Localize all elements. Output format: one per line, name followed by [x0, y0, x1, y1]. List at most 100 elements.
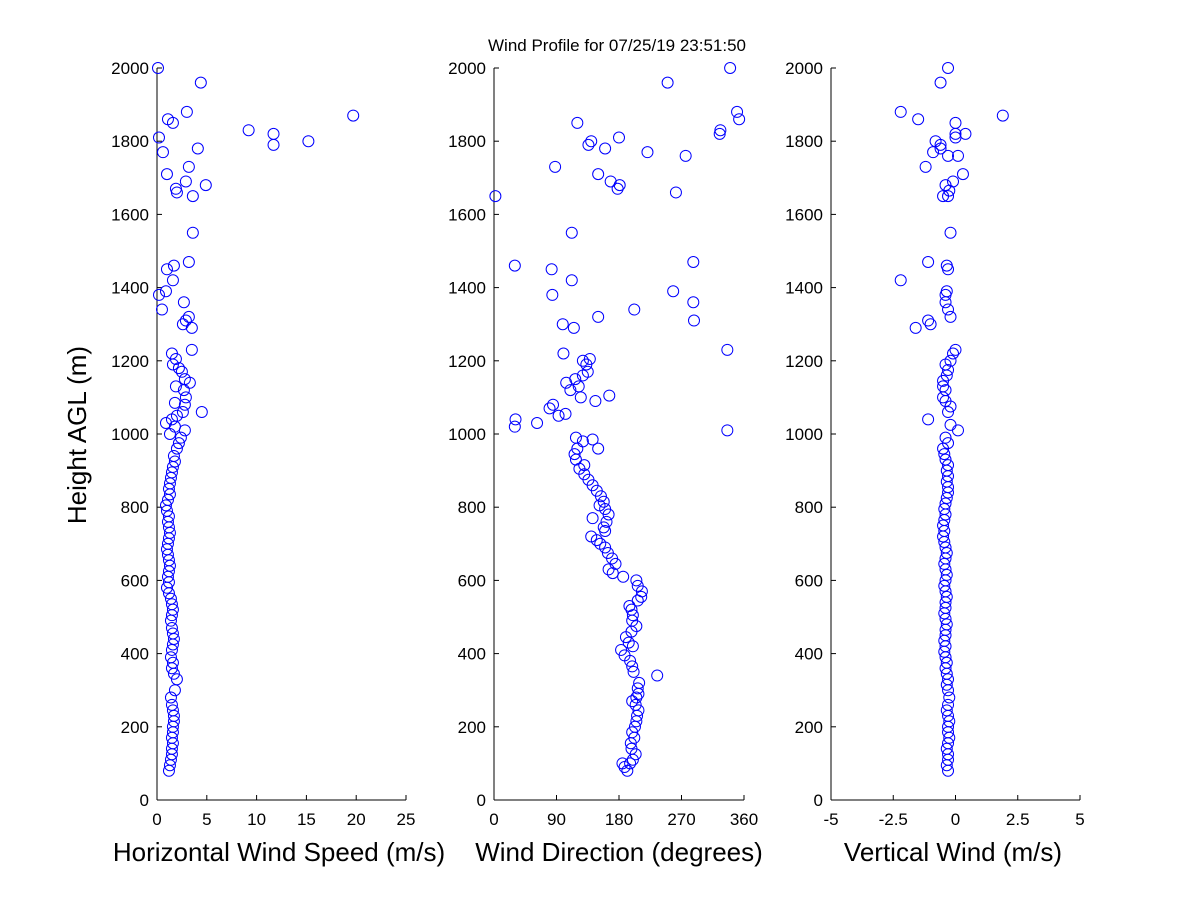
data-point — [912, 113, 925, 126]
x-tick-label: 25 — [397, 810, 416, 829]
y-tick-label: 800 — [795, 498, 823, 517]
data-point — [592, 310, 605, 323]
x-tick-label: -2.5 — [879, 810, 908, 829]
x-tick-label: 20 — [347, 810, 366, 829]
x-tick-label: 2.5 — [1006, 810, 1030, 829]
data-point — [633, 676, 646, 689]
data-point — [632, 704, 645, 717]
data-point — [182, 310, 195, 323]
y-tick-label: 800 — [121, 498, 149, 517]
data-point — [302, 135, 315, 148]
data-point — [894, 274, 907, 287]
data-point — [564, 384, 577, 397]
data-point — [166, 116, 179, 129]
data-point — [631, 682, 644, 695]
data-point — [922, 413, 935, 426]
data-point — [924, 318, 937, 331]
data-point — [582, 138, 595, 151]
data-point — [509, 413, 522, 426]
data-point — [731, 105, 744, 118]
data-point — [635, 590, 648, 603]
data-point — [940, 546, 953, 559]
x-tick-label: 360 — [730, 810, 758, 829]
y-tick-label: 2000 — [111, 59, 149, 78]
y-tick-label: 600 — [458, 571, 486, 590]
data-point — [942, 673, 955, 686]
panel-horizontal-wind-speed: 0 200 400 600 800 1000 1200 1400 1600 1800 2000 0 5 1… — [111, 59, 445, 867]
data-point — [661, 76, 674, 89]
data-point — [943, 691, 956, 704]
data-point — [940, 568, 953, 581]
data-point — [489, 190, 502, 203]
y-tick-label: 0 — [140, 791, 149, 810]
data-point — [949, 116, 962, 129]
data-point — [940, 704, 953, 717]
y-tick-label: 200 — [458, 718, 486, 737]
data-point — [531, 417, 544, 430]
data-point — [601, 546, 614, 559]
data-point — [938, 448, 951, 461]
y-tick-label: 600 — [795, 571, 823, 590]
data-point — [934, 76, 947, 89]
y-tick-label: 1200 — [111, 352, 149, 371]
y-tick-label: 1400 — [785, 279, 823, 298]
data-point — [549, 160, 562, 173]
data-point — [569, 431, 582, 444]
data-point — [195, 406, 208, 419]
data-point — [155, 303, 168, 316]
data-point — [630, 574, 643, 587]
data-point — [159, 499, 172, 512]
panel-wind-direction: 0 200 400 600 800 1000 1200 1400 1600 1800 2000 0 90… — [448, 59, 763, 867]
data-point — [942, 303, 955, 316]
data-point — [942, 406, 955, 419]
data-point — [567, 321, 580, 334]
data-point — [714, 124, 727, 137]
data-point — [167, 449, 180, 462]
data-point — [151, 62, 164, 74]
data-point — [939, 497, 952, 510]
data-point — [939, 453, 952, 466]
y-tick-label: 400 — [795, 645, 823, 664]
data-point — [940, 656, 953, 669]
x-tick-label: 180 — [605, 810, 633, 829]
data-point — [508, 420, 521, 433]
data-point — [939, 179, 952, 192]
data-point — [581, 365, 594, 378]
data-point — [938, 557, 951, 570]
data-point — [585, 530, 598, 543]
data-point — [938, 503, 951, 516]
data-point — [186, 226, 199, 239]
data-point — [547, 398, 560, 411]
data-point — [592, 442, 605, 455]
y-tick-label: 1800 — [785, 132, 823, 151]
data-point — [152, 288, 165, 301]
data-point — [940, 285, 953, 298]
data-point — [166, 627, 179, 640]
data-point — [724, 62, 737, 74]
data-point — [951, 149, 964, 162]
data-point — [164, 651, 177, 664]
data-point — [940, 259, 953, 272]
y-tick-label: 0 — [814, 791, 823, 810]
data-point — [169, 380, 182, 393]
data-point — [565, 274, 578, 287]
data-point — [949, 343, 962, 356]
data-point — [165, 598, 178, 611]
panel-vertical-wind: 0 200 400 600 800 1000 1200 1400 1600 1800 2000 -5 -… — [785, 59, 1085, 867]
data-point — [599, 142, 612, 155]
data-point — [199, 179, 212, 192]
data-point — [568, 448, 581, 461]
data-point — [679, 149, 692, 162]
data-point — [721, 424, 734, 437]
y-tick-label: 2000 — [785, 59, 823, 78]
data-point — [163, 428, 176, 440]
y-tick-label: 400 — [458, 645, 486, 664]
data-point — [687, 255, 700, 268]
data-point — [600, 515, 613, 528]
data-point — [894, 105, 907, 118]
data-point — [160, 263, 173, 276]
data-point — [191, 142, 204, 155]
data-point — [944, 310, 957, 323]
data-point — [185, 321, 198, 334]
data-point — [167, 259, 180, 272]
